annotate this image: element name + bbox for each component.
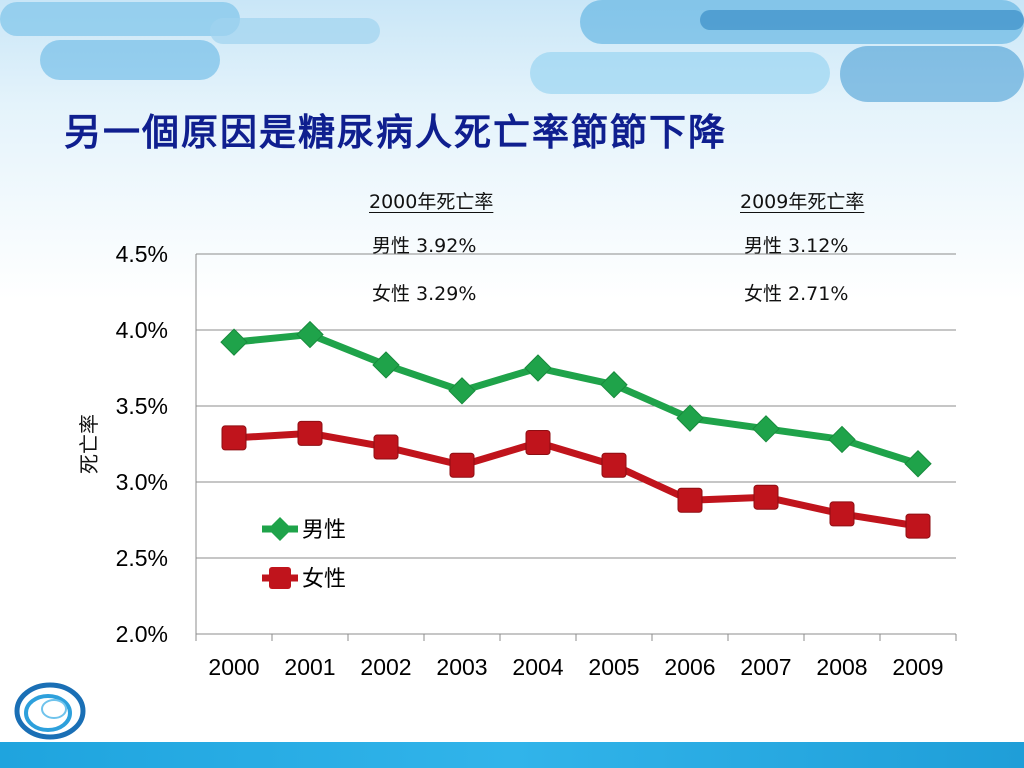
data-point-male: [600, 371, 628, 399]
data-point-female: [449, 452, 475, 478]
data-point-female: [373, 434, 399, 460]
series-line-female: [230, 429, 922, 530]
data-point-female: [601, 452, 627, 478]
data-point-male: [904, 450, 932, 478]
legend-marker-female: [269, 567, 291, 589]
series-line-male: [230, 331, 922, 468]
data-point-female: [297, 420, 323, 446]
decorative-cloud: [700, 10, 1024, 30]
data-point-female: [829, 501, 855, 527]
data-point-male: [524, 354, 552, 382]
data-point-female: [753, 484, 779, 510]
data-point-male: [448, 377, 476, 405]
data-point-female: [525, 429, 551, 455]
y-tick-labels: 4.5% 4.0% 3.5% 3.0% 2.5% 2.0%: [116, 241, 168, 647]
footer-bar: [0, 742, 1024, 768]
data-point-male: [220, 328, 248, 356]
x-tick-label: 2002: [360, 654, 411, 680]
data-point-female: [221, 425, 247, 451]
x-tick-label: 2003: [436, 654, 487, 680]
x-tick-label: 2000: [208, 654, 259, 680]
y-tick-label: 2.0%: [116, 621, 168, 647]
data-point-male: [676, 404, 704, 432]
y-tick-label: 3.5%: [116, 393, 168, 419]
y-tick-label: 4.0%: [116, 317, 168, 343]
slide-title: 另一個原因是糖尿病人死亡率節節下降: [64, 110, 727, 154]
legend-label-male: 男性: [302, 518, 346, 543]
x-tick-label: 2004: [512, 654, 563, 680]
mortality-line-chart: 4.5%4.0%3.5%3.0%2.5%2.0% 2000 2001 2002 200…: [77, 241, 957, 680]
decorative-cloud: [530, 52, 830, 94]
data-point-male: [296, 320, 324, 349]
chart-axes: [195, 254, 957, 641]
data-point-male: [828, 425, 856, 454]
y-tick-label: 3.0%: [116, 469, 168, 495]
decorative-cloud: [210, 18, 380, 44]
company-logo-icon: [14, 682, 86, 740]
header-background: [0, 0, 1024, 300]
stat-2009-female: 女性 2.71%: [744, 283, 849, 305]
stat-2000-female: 女性 3.29%: [372, 283, 477, 305]
x-tick-label: 2006: [664, 654, 715, 680]
chart-series: [220, 320, 932, 539]
y-tick-label: 4.5%: [116, 241, 168, 267]
x-tick-label: 2005: [588, 654, 639, 680]
chart-gridlines: [196, 253, 956, 559]
x-tick-labels: 2000 2001 2002 2003 2004 2005 2006 2007 2008 2009: [208, 654, 943, 680]
legend-label-female: 女性: [302, 567, 346, 592]
stat-2009-heading: 2009年死亡率: [740, 191, 865, 213]
decorative-cloud: [40, 40, 220, 80]
data-point-female: [905, 513, 931, 539]
data-point-female: [677, 487, 703, 513]
legend-marker-male: [268, 517, 292, 541]
data-point-male: [752, 415, 780, 443]
x-tick-label: 2001: [284, 654, 335, 680]
y-tick-label: 2.5%: [116, 545, 168, 571]
x-tick-label: 2007: [740, 654, 791, 680]
stat-2009-male: 男性 3.12%: [744, 235, 849, 257]
stat-2000-male: 男性 3.92%: [372, 235, 477, 257]
decorative-cloud: [0, 2, 240, 36]
decorative-cloud: [840, 46, 1024, 102]
stat-2000-heading: 2000年死亡率: [369, 191, 494, 213]
x-tick-label: 2009: [892, 654, 943, 680]
y-axis-label: 死亡率: [77, 414, 101, 474]
x-tick-label: 2008: [816, 654, 867, 680]
data-point-male: [372, 351, 400, 379]
